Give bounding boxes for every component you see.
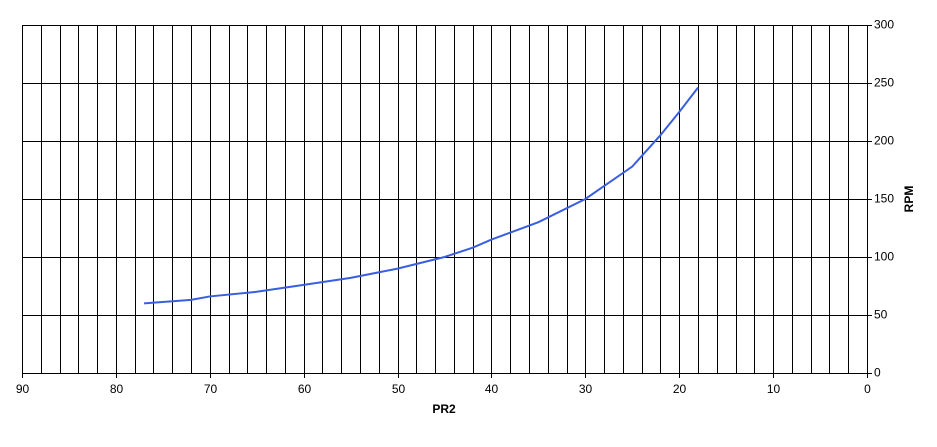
- x-tick-label: 50: [392, 382, 406, 396]
- x-tick-label: 80: [110, 382, 124, 396]
- x-tick-label: 60: [298, 382, 312, 396]
- y-tick-label: 50: [874, 308, 888, 322]
- y-tick-label: 300: [874, 18, 894, 32]
- x-axis-title: PR2: [432, 402, 456, 416]
- y-tick-label: 0: [874, 366, 881, 380]
- y-tick-label: 100: [874, 250, 894, 264]
- y-tick-label: 250: [874, 76, 894, 90]
- data-line: [143, 87, 699, 305]
- y-tick-label: 150: [874, 192, 894, 206]
- x-tick-label: 10: [767, 382, 781, 396]
- x-tick-label: 30: [579, 382, 593, 396]
- plot-frame: [22, 25, 868, 374]
- x-tick-label: 0: [864, 382, 871, 396]
- y-axis-title: RPM: [902, 186, 916, 213]
- x-tick-label: 20: [673, 382, 687, 396]
- x-tick-label: 40: [485, 382, 499, 396]
- y-tick-label: 200: [874, 134, 894, 148]
- x-tick-label: 70: [204, 382, 218, 396]
- x-tick-label: 90: [16, 382, 30, 396]
